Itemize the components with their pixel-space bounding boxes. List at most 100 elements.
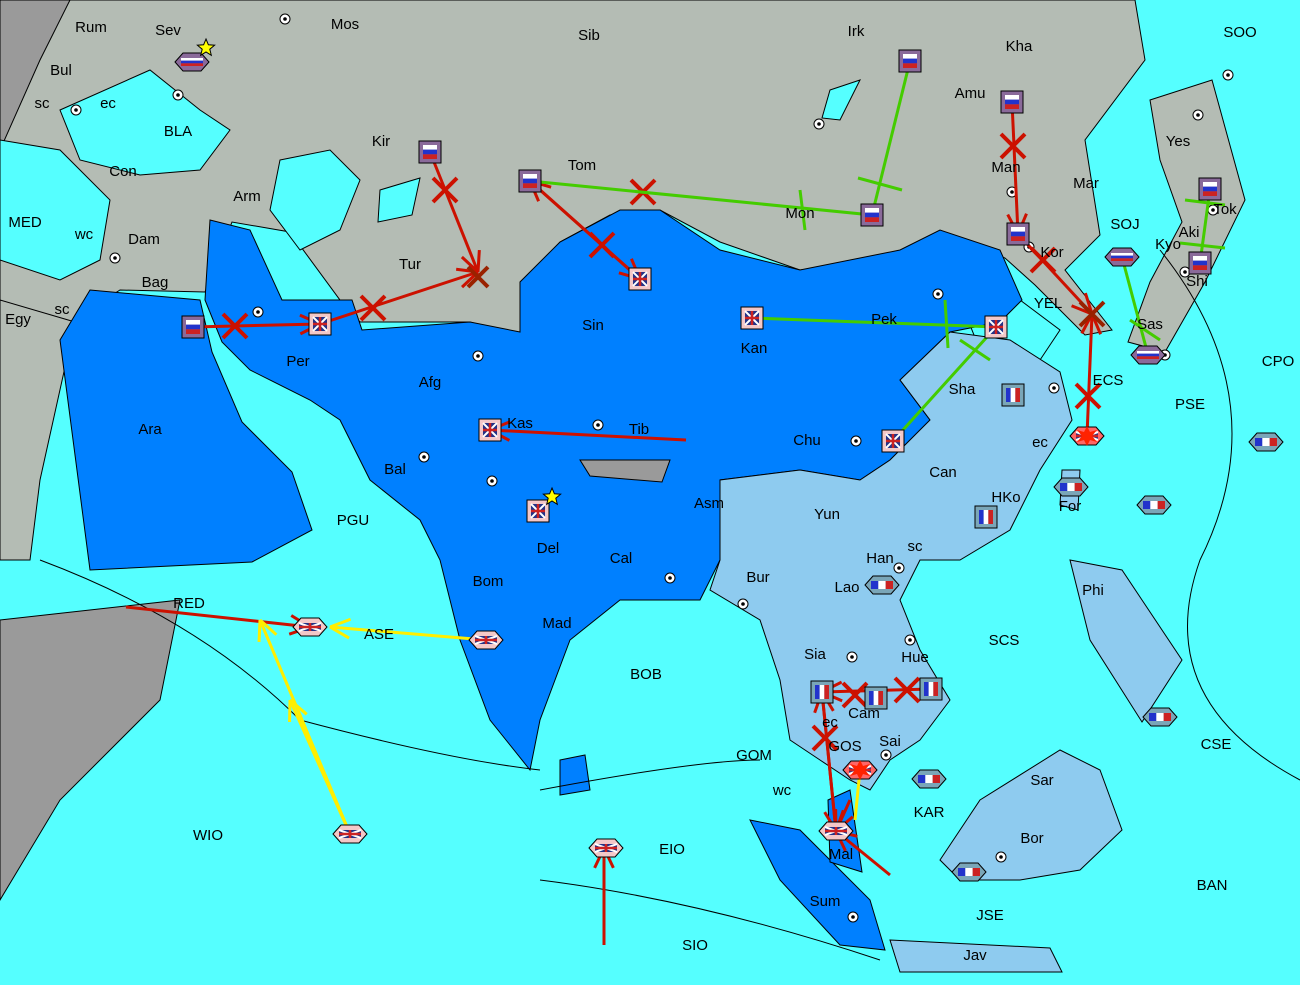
- province-label: Mal: [829, 846, 853, 863]
- province-label: Mad: [542, 615, 571, 632]
- order-arrowhead: [289, 698, 308, 716]
- france-fleet-kar[interactable]: [911, 769, 947, 789]
- france-fleet-pse[interactable]: [1136, 495, 1172, 515]
- province-label: Kha: [1006, 38, 1033, 55]
- supply-center-dot: [283, 17, 287, 21]
- britain-fleet-gos[interactable]: [842, 760, 878, 780]
- order-line: [959, 338, 991, 362]
- province-label: Kas: [507, 415, 533, 432]
- supply-center-dot: [74, 108, 78, 112]
- province-label: Yun: [814, 506, 840, 523]
- france-fleet-cpo[interactable]: [1248, 432, 1284, 452]
- france-army-hko[interactable]: [974, 505, 998, 529]
- province-label: sc: [55, 301, 71, 318]
- units-layer: [174, 37, 1284, 882]
- france-army-hue[interactable]: [919, 677, 943, 701]
- province-label: Pek: [871, 311, 897, 328]
- province-label: Sum: [810, 893, 841, 910]
- britain-fleet-red[interactable]: [292, 617, 328, 637]
- russia-fleet-sev[interactable]: [174, 52, 210, 72]
- order-line: [870, 60, 912, 216]
- russia-fleet-sas[interactable]: [1130, 345, 1166, 365]
- russia-army-mon[interactable]: [860, 203, 884, 227]
- order-line: [798, 189, 807, 231]
- province-label: Bal: [384, 461, 406, 478]
- order-line: [1198, 188, 1212, 264]
- france-army-cam[interactable]: [864, 686, 888, 710]
- britain-army-del[interactable]: [526, 499, 550, 523]
- russia-army-tok[interactable]: [1198, 177, 1222, 201]
- province-label: Afg: [419, 374, 442, 391]
- britain-army-per[interactable]: [308, 312, 332, 336]
- russia-army-shi[interactable]: [1188, 251, 1212, 275]
- province-label: sc: [908, 538, 924, 555]
- russia-army-man[interactable]: [1006, 222, 1030, 246]
- russia-army-bag[interactable]: [181, 315, 205, 339]
- failed-order-x-icon: [359, 294, 387, 322]
- province-label: Del: [537, 540, 560, 557]
- france-fleet-han[interactable]: [864, 575, 900, 595]
- province-label: PGU: [337, 512, 370, 529]
- order-line: [891, 325, 998, 443]
- province-label: Kan: [741, 340, 768, 357]
- province-label: SCS: [989, 632, 1020, 649]
- britain-fleet-wio[interactable]: [332, 824, 368, 844]
- supply-center-dot: [596, 423, 600, 427]
- russia-army-irk[interactable]: [898, 49, 922, 73]
- province-label: RED: [173, 595, 205, 612]
- britain-fleet-ecs[interactable]: [1069, 426, 1105, 446]
- order-line: [857, 176, 903, 192]
- britain-army-kas[interactable]: [478, 418, 502, 442]
- britain-army-pek[interactable]: [984, 315, 1008, 339]
- province-label: Kyo: [1155, 236, 1181, 253]
- france-fleet-cse[interactable]: [1142, 707, 1178, 727]
- province-label: EIO: [659, 841, 685, 858]
- province-label: Phi: [1082, 582, 1104, 599]
- britain-fleet-eio[interactable]: [588, 838, 624, 858]
- russia-army-amu[interactable]: [1000, 90, 1024, 114]
- failed-order-x-icon: [999, 132, 1027, 160]
- province-label: YEL: [1034, 295, 1062, 312]
- russia-fleet-soj[interactable]: [1104, 247, 1140, 267]
- supply-center-dot: [854, 439, 858, 443]
- france-army-sha[interactable]: [1001, 383, 1025, 407]
- dislodged-burst-icon: [1077, 426, 1097, 446]
- order-arrowhead: [329, 617, 352, 629]
- star-icon: [542, 486, 562, 506]
- supply-center-dot: [936, 292, 940, 296]
- france-army-sia[interactable]: [810, 680, 834, 704]
- order-arrowhead: [258, 618, 278, 636]
- region-ceylon: [559, 754, 591, 796]
- province-label: GOM: [736, 747, 772, 764]
- france-fleet-bor[interactable]: [951, 862, 987, 882]
- france-fleet-for[interactable]: [1053, 477, 1089, 497]
- britain-fleet-ase[interactable]: [468, 630, 504, 650]
- province-label: Yes: [1166, 133, 1190, 150]
- russia-army-kir[interactable]: [418, 140, 442, 164]
- order-line: [1010, 101, 1020, 235]
- region-egypt: [0, 299, 76, 561]
- sea-caspian: [269, 149, 361, 251]
- britain-army-chu[interactable]: [881, 429, 905, 453]
- province-label: Aki: [1179, 224, 1200, 241]
- supply-center-dot: [850, 655, 854, 659]
- province-label: Tur: [399, 256, 421, 273]
- province-label: ECS: [1093, 372, 1124, 389]
- province-label: WIO: [193, 827, 223, 844]
- supply-center-dot: [897, 566, 901, 570]
- britain-army-sin[interactable]: [628, 267, 652, 291]
- province-label: wc: [74, 226, 94, 243]
- order-line: [529, 179, 641, 281]
- province-label: Sar: [1030, 772, 1053, 789]
- failed-order-x-icon: [841, 681, 869, 709]
- britain-fleet-mal[interactable]: [818, 821, 854, 841]
- order-line: [820, 691, 838, 832]
- province-label: Ara: [138, 421, 162, 438]
- russia-army-tom[interactable]: [518, 169, 542, 193]
- failed-order-x-icon: [811, 724, 839, 752]
- sea-border: [1159, 249, 1300, 781]
- britain-army-kan[interactable]: [740, 306, 764, 330]
- supply-center-dot: [908, 638, 912, 642]
